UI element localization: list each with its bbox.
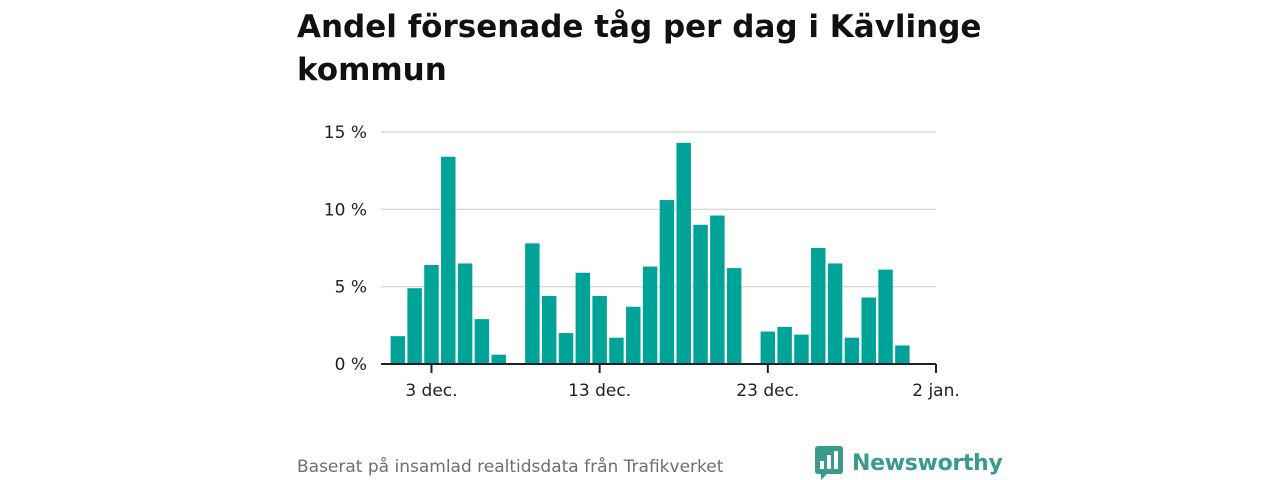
bar	[827, 263, 843, 364]
bar	[390, 336, 406, 364]
bar	[693, 224, 708, 364]
y-tick-label: 15 %	[324, 123, 367, 143]
bar	[424, 265, 439, 364]
bar	[760, 331, 776, 364]
bar	[726, 268, 742, 364]
bar	[558, 333, 574, 364]
x-axis-labels: 3 dec. 13 dec. 23 dec. 2 jan.	[405, 381, 959, 401]
bar	[626, 306, 641, 364]
x-tick-label: 2 jan.	[912, 381, 960, 401]
bar	[474, 319, 490, 364]
chart-title: Andel försenade tåg per dag i Kävlinge k…	[297, 9, 982, 88]
bar	[659, 200, 675, 364]
bar	[525, 243, 540, 364]
bar	[794, 334, 809, 364]
brand-logo: Newsworthy	[815, 446, 1003, 480]
bar	[676, 142, 691, 364]
bar	[491, 354, 506, 364]
bar	[844, 337, 860, 364]
x-axis	[381, 363, 937, 373]
bars	[390, 142, 910, 364]
bar	[895, 345, 910, 364]
y-tick-label: 10 %	[324, 200, 367, 220]
y-axis-labels: 0 % 5 % 10 % 15 %	[324, 123, 367, 375]
gridlines	[381, 131, 936, 288]
bar	[541, 295, 557, 364]
source-note: Baserat på insamlad realtidsdata från Tr…	[297, 457, 724, 477]
bar	[878, 269, 893, 364]
bar	[777, 326, 792, 364]
y-tick-label: 5 %	[335, 278, 367, 298]
x-tick-label: 3 dec.	[405, 381, 457, 401]
bar	[592, 295, 607, 364]
bar	[407, 288, 422, 364]
bar-chart-speech-bubble-icon	[815, 446, 843, 480]
x-tick-label: 23 dec.	[736, 381, 799, 401]
bar	[441, 156, 456, 364]
brand-name: Newsworthy	[852, 450, 1003, 476]
bar	[642, 266, 658, 364]
bar	[457, 263, 473, 364]
bar	[861, 297, 876, 364]
bar	[575, 272, 591, 364]
bar	[609, 337, 624, 364]
bar	[811, 248, 826, 364]
bar-chart: 0 % 5 % 10 % 15 % 3 dec. 13 dec. 23 dec. 2 jan…	[324, 123, 960, 401]
bar	[710, 215, 725, 364]
x-tick-label: 13 dec.	[568, 381, 631, 401]
y-tick-label: 0 %	[335, 355, 367, 375]
